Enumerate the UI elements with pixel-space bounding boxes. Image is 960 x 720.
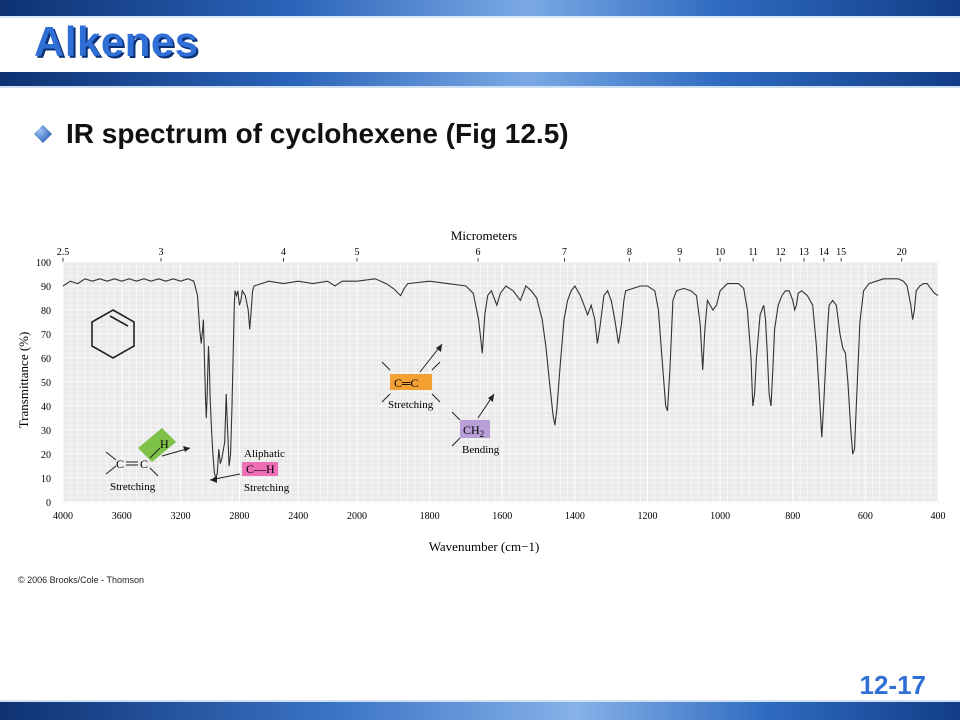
x-tick-label: 800 [785, 511, 800, 522]
footer-band [0, 700, 960, 720]
x-tick-label: 2800 [229, 511, 249, 522]
cc-caption: Stretching [388, 399, 434, 411]
micrometer-tick-label: 5 [355, 247, 360, 258]
micrometer-tick-label: 20 [897, 247, 907, 258]
y-tick-label: 20 [41, 450, 51, 461]
y-axis-label: Transmittance (%) [16, 332, 31, 429]
x-tick-label: 2000 [347, 511, 367, 522]
y-tick-label: 50 [41, 378, 51, 389]
x-tick-label: 4000 [53, 511, 73, 522]
ch2-bend-annotation: CH2 Bending [451, 393, 500, 456]
vinyl-caption: Stretching [110, 481, 156, 493]
x-tick-label: 3600 [112, 511, 132, 522]
x-tick-label: 600 [858, 511, 873, 522]
ir-spectrum-chart: Micrometers 2.5 3 4 5 6 7 8 9 10 11 12 13 14 15 20 0 10… [16, 228, 946, 554]
x-axis-label: Wavenumber (cm−1) [429, 539, 540, 554]
x-tick-label: 1800 [420, 511, 440, 522]
micrometer-tick-label: 14 [819, 247, 829, 258]
x-tick-label: 400 [931, 511, 946, 522]
micrometer-tick-label: 15 [836, 247, 846, 258]
aliphatic-caption: Stretching [244, 482, 290, 494]
vinyl-h-label: H [160, 437, 169, 451]
y-tick-label: 100 [36, 258, 51, 269]
micrometer-tick-label: 6 [476, 247, 481, 258]
y-tick-label: 10 [41, 474, 51, 485]
y-tick-labels: 0 10 20 30 40 50 60 70 80 90 100 [36, 258, 51, 509]
top-axis-label: Micrometers [451, 228, 517, 243]
slide-title: Alkenes [34, 18, 199, 65]
micrometer-tick-label: 8 [627, 247, 632, 258]
bullet-item: IR spectrum of cyclohexene (Fig 12.5) [34, 118, 569, 150]
micrometer-tick-label: 9 [677, 247, 682, 258]
x-tick-label: 1600 [492, 511, 512, 522]
header-band [0, 0, 960, 92]
aliphatic-box-label: C—H [246, 462, 275, 476]
micrometer-tick-label: 11 [748, 247, 758, 258]
micrometer-tick-label: 2.5 [57, 247, 70, 258]
micrometer-tick-label: 12 [776, 247, 786, 258]
x-tick-label: 2400 [288, 511, 308, 522]
y-tick-label: 80 [41, 306, 51, 317]
bullet-text: IR spectrum of cyclohexene (Fig 12.5) [66, 118, 569, 149]
y-tick-label: 70 [41, 330, 51, 341]
diamond-bullet-icon [34, 125, 52, 143]
vinyl-c2-label: C [140, 457, 148, 471]
cc-box-label: C═C [394, 376, 419, 390]
vinyl-c1-label: C [116, 457, 124, 471]
cc-stretch-annotation: C═C Stretching [381, 343, 443, 411]
x-tick-label: 1200 [638, 511, 658, 522]
aliphatic-ch-annotation: Aliphatic C—H Stretching [209, 448, 290, 494]
aliphatic-heading: Aliphatic [244, 448, 285, 460]
x-tick-label: 1000 [710, 511, 730, 522]
ch2-box-label: CH2 [463, 423, 484, 439]
y-tick-label: 30 [41, 426, 51, 437]
micrometer-ticks: 2.5 3 4 5 6 7 8 9 10 11 12 13 14 15 20 [57, 247, 907, 262]
micrometer-tick-label: 4 [281, 247, 286, 258]
micrometer-tick-label: 10 [715, 247, 725, 258]
slide-number: 12-17 [859, 670, 927, 700]
grid-lines [62, 261, 939, 503]
micrometer-tick-label: 13 [799, 247, 809, 258]
ch2-caption: Bending [462, 444, 500, 456]
micrometer-tick-label: 7 [562, 247, 567, 258]
cyclohexene-structure-icon [91, 309, 135, 359]
transmittance-curve [62, 278, 939, 480]
copyright-note: © 2006 Brooks/Cole - Thomson [18, 575, 145, 585]
vinyl-ch-annotation: C C H Stretching [105, 428, 191, 493]
x-tick-labels: 4000 3600 3200 2800 2400 2000 1800 1600 1400 1200… [53, 511, 946, 522]
x-tick-label: 3200 [171, 511, 191, 522]
micrometer-tick-label: 3 [159, 247, 164, 258]
x-tick-label: 1400 [565, 511, 585, 522]
y-tick-label: 90 [41, 282, 51, 293]
y-tick-label: 40 [41, 402, 51, 413]
y-tick-label: 0 [46, 498, 51, 509]
y-tick-label: 60 [41, 354, 51, 365]
